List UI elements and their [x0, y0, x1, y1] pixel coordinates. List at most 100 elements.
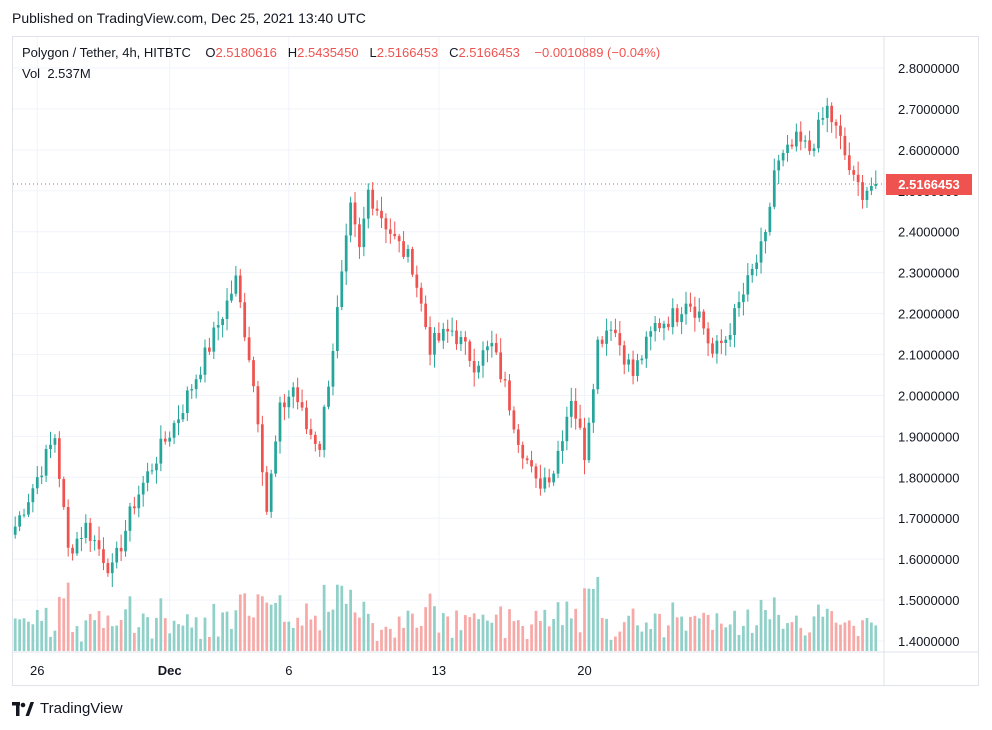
volume-bar [574, 608, 578, 651]
candle-body [27, 502, 30, 515]
candle-body [591, 389, 595, 423]
volume-bar [212, 603, 216, 651]
volume-bar [746, 609, 750, 651]
candle-body [185, 390, 189, 414]
candles [13, 97, 878, 588]
open-value: 2.5180616 [215, 45, 277, 60]
price-axis[interactable]: 2.80000002.70000002.60000002.50000002.40… [898, 61, 959, 649]
volume-bar [649, 629, 653, 651]
candle-body [494, 343, 498, 353]
price-tick-label: 2.4000000 [898, 225, 959, 240]
candle-body [870, 186, 873, 191]
volume-bar [697, 618, 701, 651]
volume-bar [216, 636, 220, 651]
candle-body [777, 160, 781, 171]
chart-grid [13, 37, 978, 685]
volume-bar [472, 613, 476, 651]
candle-body [843, 135, 847, 156]
volume-bar [808, 632, 811, 651]
volume-bar [300, 625, 304, 651]
volume-bar [830, 611, 834, 651]
candle-body [605, 330, 608, 344]
volume-bar [203, 617, 207, 651]
tradingview-logo[interactable]: TradingView [12, 700, 123, 717]
candle-body [212, 327, 216, 352]
symbol-label: Polygon / Tether, 4h, HITBTC [22, 45, 191, 60]
candle-body [402, 241, 405, 257]
candle-body [569, 400, 573, 417]
volume-bar [406, 610, 410, 651]
volume-bar [622, 622, 626, 651]
candle-body [724, 339, 728, 344]
candle-body [18, 515, 21, 527]
candle-body [455, 330, 458, 345]
candle-body [742, 294, 745, 303]
candle-body [640, 358, 644, 361]
time-axis[interactable]: 26 Dec 6 13 20 [30, 663, 592, 678]
candle-body [384, 218, 388, 230]
candle-body [697, 311, 701, 318]
candle-body [627, 359, 631, 365]
candle-body [141, 482, 145, 495]
candle-body [565, 416, 569, 442]
volume-bar [481, 614, 485, 651]
candle-body [380, 210, 383, 219]
chart-frame[interactable] [12, 36, 979, 686]
volume-bar [569, 618, 573, 651]
candle-body [552, 473, 555, 483]
candle-body [57, 438, 61, 479]
volume-bar [605, 618, 608, 651]
volume-bar [238, 594, 242, 651]
volume-bar [874, 625, 878, 651]
volume-bar [132, 632, 136, 651]
volume-bar [556, 602, 560, 651]
candle-body [366, 189, 370, 219]
candle-body [680, 314, 683, 323]
price-tick-label: 1.4000000 [898, 634, 959, 649]
price-tick-label: 1.6000000 [898, 552, 959, 567]
time-tick-label: 20 [577, 663, 591, 678]
volume-bar [543, 609, 547, 651]
candle-body [684, 303, 688, 315]
volume-bar [415, 627, 419, 651]
volume-bar [208, 636, 211, 651]
volume-bar [35, 609, 39, 651]
candle-body [336, 307, 339, 352]
candle-body [865, 190, 869, 200]
candle-body [472, 360, 476, 373]
volume-bar [578, 632, 582, 651]
volume-bar [764, 610, 767, 651]
candle-body [150, 470, 154, 472]
volume-bar [137, 627, 141, 651]
candle-body [274, 441, 277, 474]
candle-body [852, 170, 856, 175]
candle-body [556, 450, 560, 474]
candle-body [711, 343, 714, 354]
candle-body [825, 105, 829, 119]
candle-body [234, 275, 238, 294]
volume-bar [433, 606, 436, 651]
volume-bar [344, 603, 348, 651]
candle-body [260, 424, 264, 473]
close-label: C [449, 45, 459, 60]
candle-body [847, 155, 851, 171]
candle-body [327, 386, 330, 407]
volume-bar [110, 626, 114, 651]
candle-body [653, 323, 657, 332]
candle-body [419, 287, 423, 304]
candle-body [578, 418, 582, 428]
candle-body [128, 506, 132, 531]
volume-bar [411, 613, 414, 651]
volume-bar [75, 626, 79, 651]
candle-body [583, 427, 586, 461]
volume-bar [49, 636, 52, 651]
candle-body [437, 333, 441, 341]
volume-bar [172, 620, 176, 651]
volume-bar [450, 637, 454, 651]
volume-bar [340, 585, 344, 651]
candle-body [790, 144, 794, 147]
volume-bar [662, 637, 666, 651]
candle-body [547, 477, 551, 483]
volume-bar [609, 639, 613, 651]
